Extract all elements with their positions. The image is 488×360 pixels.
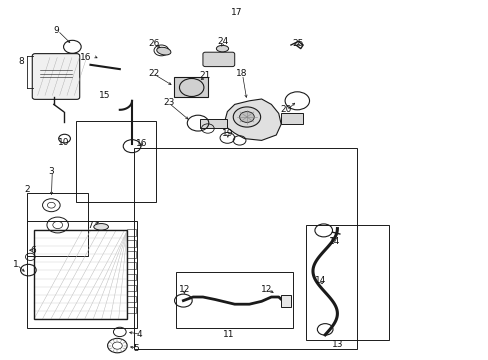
Text: 20: 20	[280, 105, 291, 114]
Text: 12: 12	[260, 285, 272, 294]
Text: 1: 1	[13, 260, 19, 269]
Text: 8: 8	[18, 57, 24, 66]
Text: 3: 3	[48, 166, 54, 175]
Circle shape	[239, 112, 254, 122]
Text: 21: 21	[199, 71, 211, 80]
Bar	[76, 121, 156, 202]
Polygon shape	[224, 99, 281, 140]
Bar	[280, 295, 291, 307]
Ellipse shape	[156, 47, 171, 55]
Text: 13: 13	[331, 340, 343, 349]
Text: 7: 7	[87, 220, 93, 230]
Circle shape	[233, 107, 260, 127]
Bar	[27, 193, 88, 256]
Bar	[34, 230, 127, 319]
Text: 19: 19	[221, 129, 233, 138]
Text: 22: 22	[148, 69, 160, 78]
Text: 11: 11	[223, 330, 234, 338]
Text: 23: 23	[163, 98, 174, 107]
Text: 2: 2	[24, 184, 30, 194]
Text: 10: 10	[58, 138, 69, 147]
Text: 16: 16	[136, 139, 147, 148]
Bar	[281, 113, 303, 124]
Bar	[173, 77, 207, 97]
Text: 4: 4	[136, 330, 142, 338]
Ellipse shape	[216, 45, 228, 52]
Text: 12: 12	[178, 285, 190, 294]
Text: 6: 6	[30, 246, 36, 255]
Text: 5: 5	[133, 344, 139, 353]
Text: 14: 14	[328, 237, 340, 246]
Text: 24: 24	[216, 37, 228, 46]
Bar	[134, 148, 356, 349]
Bar	[200, 119, 227, 128]
Bar	[305, 225, 388, 340]
FancyBboxPatch shape	[32, 54, 80, 99]
Text: 18: 18	[236, 69, 247, 78]
Text: 14: 14	[314, 276, 325, 285]
Text: 15: 15	[99, 91, 111, 100]
FancyBboxPatch shape	[203, 52, 234, 67]
Text: 17: 17	[231, 8, 243, 17]
Text: 16: 16	[80, 53, 91, 62]
Ellipse shape	[94, 224, 108, 230]
Text: 25: 25	[292, 39, 304, 48]
Text: 26: 26	[148, 39, 160, 48]
Bar	[27, 221, 137, 328]
Bar	[176, 272, 293, 328]
Text: 9: 9	[53, 26, 59, 35]
